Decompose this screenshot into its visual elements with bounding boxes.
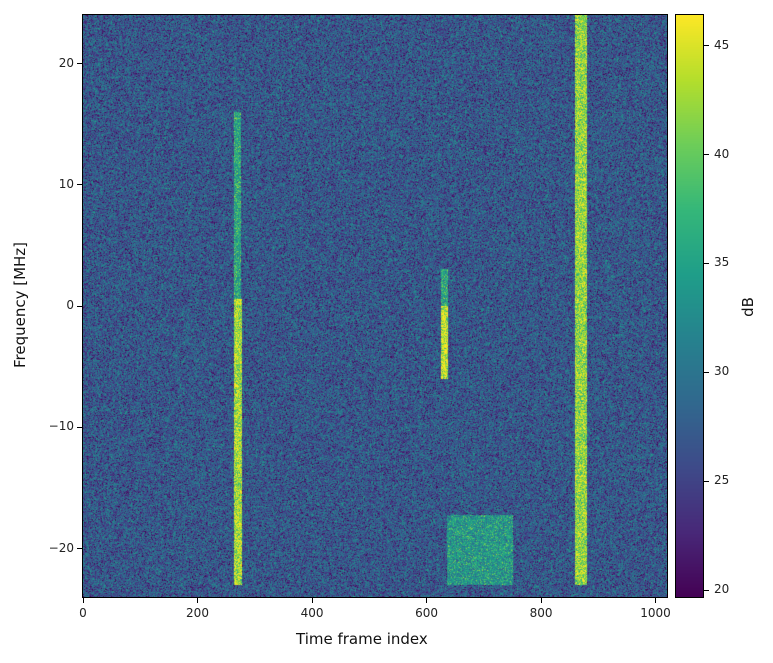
colorbar-tick-label: 40 [714, 147, 729, 161]
vertical-burst-2-weak [442, 270, 448, 306]
y-tick-label: 20 [30, 56, 74, 70]
y-tick-mark [77, 184, 82, 185]
y-tick-label: 10 [30, 177, 74, 191]
colorbar-tick-mark [704, 45, 709, 46]
x-tick-label: 1000 [636, 606, 676, 620]
colorbar-tick-mark [704, 481, 709, 482]
colorbar-tick-label: 25 [714, 473, 729, 487]
colorbar-tick-mark [704, 263, 709, 264]
x-tick-label: 800 [521, 606, 561, 620]
x-axis-label: Time frame index [296, 630, 428, 648]
x-tick-mark [197, 598, 198, 603]
colorbar-tick-mark [704, 590, 709, 591]
colorbar-tick-label: 20 [714, 582, 729, 596]
colorbar-tick-mark [704, 372, 709, 373]
vertical-burst-1-strong [235, 300, 241, 585]
wideband-block [448, 516, 513, 585]
y-tick-label: 0 [30, 298, 74, 312]
x-tick-mark [426, 598, 427, 603]
colorbar-tick-mark [704, 154, 709, 155]
x-tick-label: 400 [292, 606, 332, 620]
y-tick-mark [77, 63, 82, 64]
vertical-burst-3 [575, 15, 586, 585]
y-tick-mark [77, 306, 82, 307]
spectrogram-plot [82, 14, 668, 598]
colorbar-tick-label: 35 [714, 255, 729, 269]
y-tick-mark [77, 548, 82, 549]
x-tick-label: 0 [63, 606, 103, 620]
vertical-burst-2 [442, 306, 448, 379]
colorbar-tick-label: 45 [714, 38, 729, 52]
x-tick-label: 600 [407, 606, 447, 620]
colorbar-tick-label: 30 [714, 364, 729, 378]
x-tick-mark [83, 598, 84, 603]
y-tick-label: −10 [30, 419, 74, 433]
feature-layer [83, 15, 667, 597]
x-tick-mark [541, 598, 542, 603]
x-tick-label: 200 [178, 606, 218, 620]
colorbar-label: dB [739, 297, 757, 317]
vertical-burst-1 [235, 112, 241, 300]
colorbar-gradient [676, 15, 703, 597]
x-tick-mark [312, 598, 313, 603]
colorbar [675, 14, 704, 598]
y-axis-label: Frequency [MHz] [11, 235, 29, 375]
x-tick-mark [655, 598, 656, 603]
y-tick-label: −20 [30, 541, 74, 555]
y-tick-mark [77, 427, 82, 428]
